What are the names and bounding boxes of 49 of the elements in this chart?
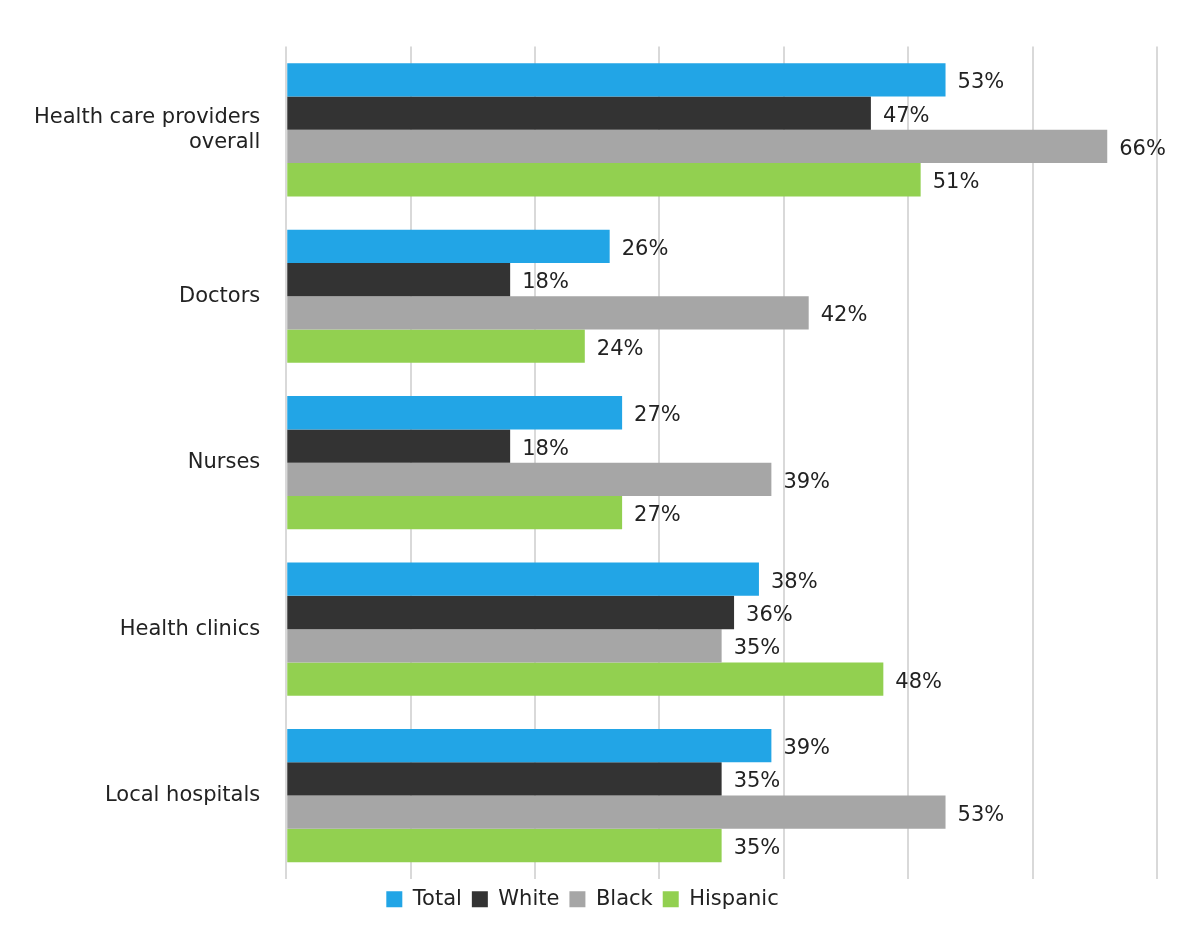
data-label: 38%: [770, 568, 818, 593]
bar: [287, 96, 871, 130]
legend-label: Total: [411, 885, 462, 910]
bar: [287, 329, 585, 363]
y-tick-label: Doctors: [179, 282, 261, 307]
data-label: 26%: [621, 235, 669, 260]
data-label: 53%: [957, 801, 1005, 826]
bar: [287, 595, 735, 630]
bar: [287, 163, 921, 197]
bar: [287, 795, 946, 829]
bar: [287, 629, 722, 663]
data-label: 24%: [596, 335, 644, 360]
bar: [287, 828, 722, 863]
data-label: 42%: [820, 302, 868, 327]
data-label: 18%: [522, 435, 569, 460]
data-label: 18%: [522, 269, 569, 294]
data-label: 27%: [634, 502, 681, 527]
data-label: 35%: [733, 635, 781, 660]
bar: [287, 429, 511, 463]
bar: [287, 495, 623, 530]
data-label: 66%: [1119, 135, 1166, 160]
bar: [287, 729, 772, 763]
bar: [287, 562, 759, 596]
bar: [287, 63, 946, 97]
legend-label: Hispanic: [689, 885, 779, 910]
y-tick-label: Health clinics: [119, 615, 261, 640]
bar: [287, 762, 722, 796]
data-label: 39%: [783, 735, 831, 760]
data-label: 53%: [957, 69, 1005, 94]
bar: [287, 129, 1108, 164]
bar: [287, 296, 809, 330]
bar: [287, 462, 772, 496]
data-label: 39%: [783, 468, 831, 493]
y-tick-label: Health care providers overall: [33, 103, 261, 153]
bar: [287, 396, 623, 430]
data-label: 51%: [932, 169, 980, 194]
data-label: 35%: [733, 834, 781, 859]
data-label: 36%: [746, 601, 793, 626]
y-tick-label: Nurses: [187, 449, 261, 474]
bar: [287, 262, 511, 297]
bar: [287, 662, 884, 696]
data-label: 27%: [634, 402, 681, 427]
y-tick-label: Local hospitals: [105, 782, 261, 807]
legend-label: White: [498, 885, 560, 910]
data-label: 48%: [895, 668, 943, 693]
legend-label: Black: [595, 885, 654, 910]
data-label: 47%: [882, 102, 930, 127]
bar: [287, 229, 610, 263]
data-label: 35%: [733, 768, 781, 793]
